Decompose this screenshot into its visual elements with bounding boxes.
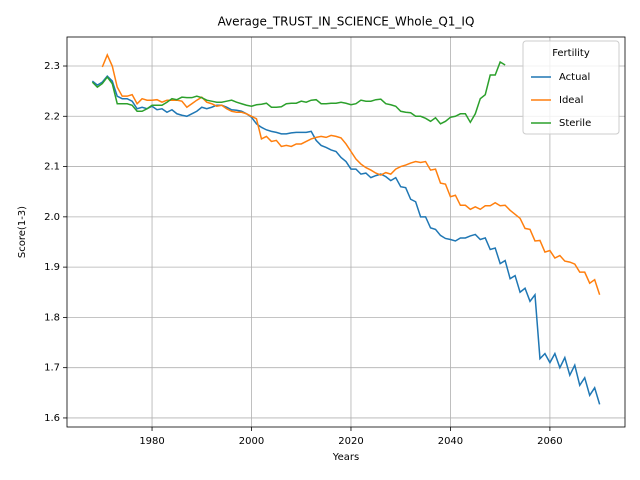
line-series — [91, 60, 506, 125]
y-tick-label: 1.8 — [44, 312, 60, 323]
legend-title: Fertility — [552, 48, 590, 59]
y-tick-label: 2.2 — [44, 111, 60, 122]
y-tick-label: 2.1 — [44, 162, 60, 173]
legend-label: Sterile — [559, 118, 591, 129]
y-tick-label: 1.7 — [44, 363, 60, 374]
x-tick-label: 2060 — [537, 436, 562, 447]
y-tick-label: 1.9 — [44, 262, 60, 273]
line-series — [91, 74, 601, 405]
x-tick-label: 2040 — [438, 436, 463, 447]
x-tick-label: 2020 — [338, 436, 363, 447]
x-tick-label: 1980 — [139, 436, 164, 447]
legend-label: Actual — [559, 72, 590, 83]
y-tick-label: 1.6 — [44, 413, 60, 424]
y-tick-label: 2.0 — [44, 212, 60, 223]
y-tick-label: 2.3 — [44, 61, 60, 72]
legend-box — [522, 40, 620, 135]
line-series — [101, 53, 601, 296]
chart-title: Average_TRUST_IN_SCIENCE_Whole_Q1_IQ — [218, 15, 475, 29]
x-tick-label: 2000 — [239, 436, 264, 447]
x-axis-label: Years — [332, 452, 359, 463]
legend-label: Ideal — [559, 95, 583, 106]
y-axis-label: Score(1-3) — [17, 206, 28, 258]
plot-frame — [66, 36, 626, 428]
